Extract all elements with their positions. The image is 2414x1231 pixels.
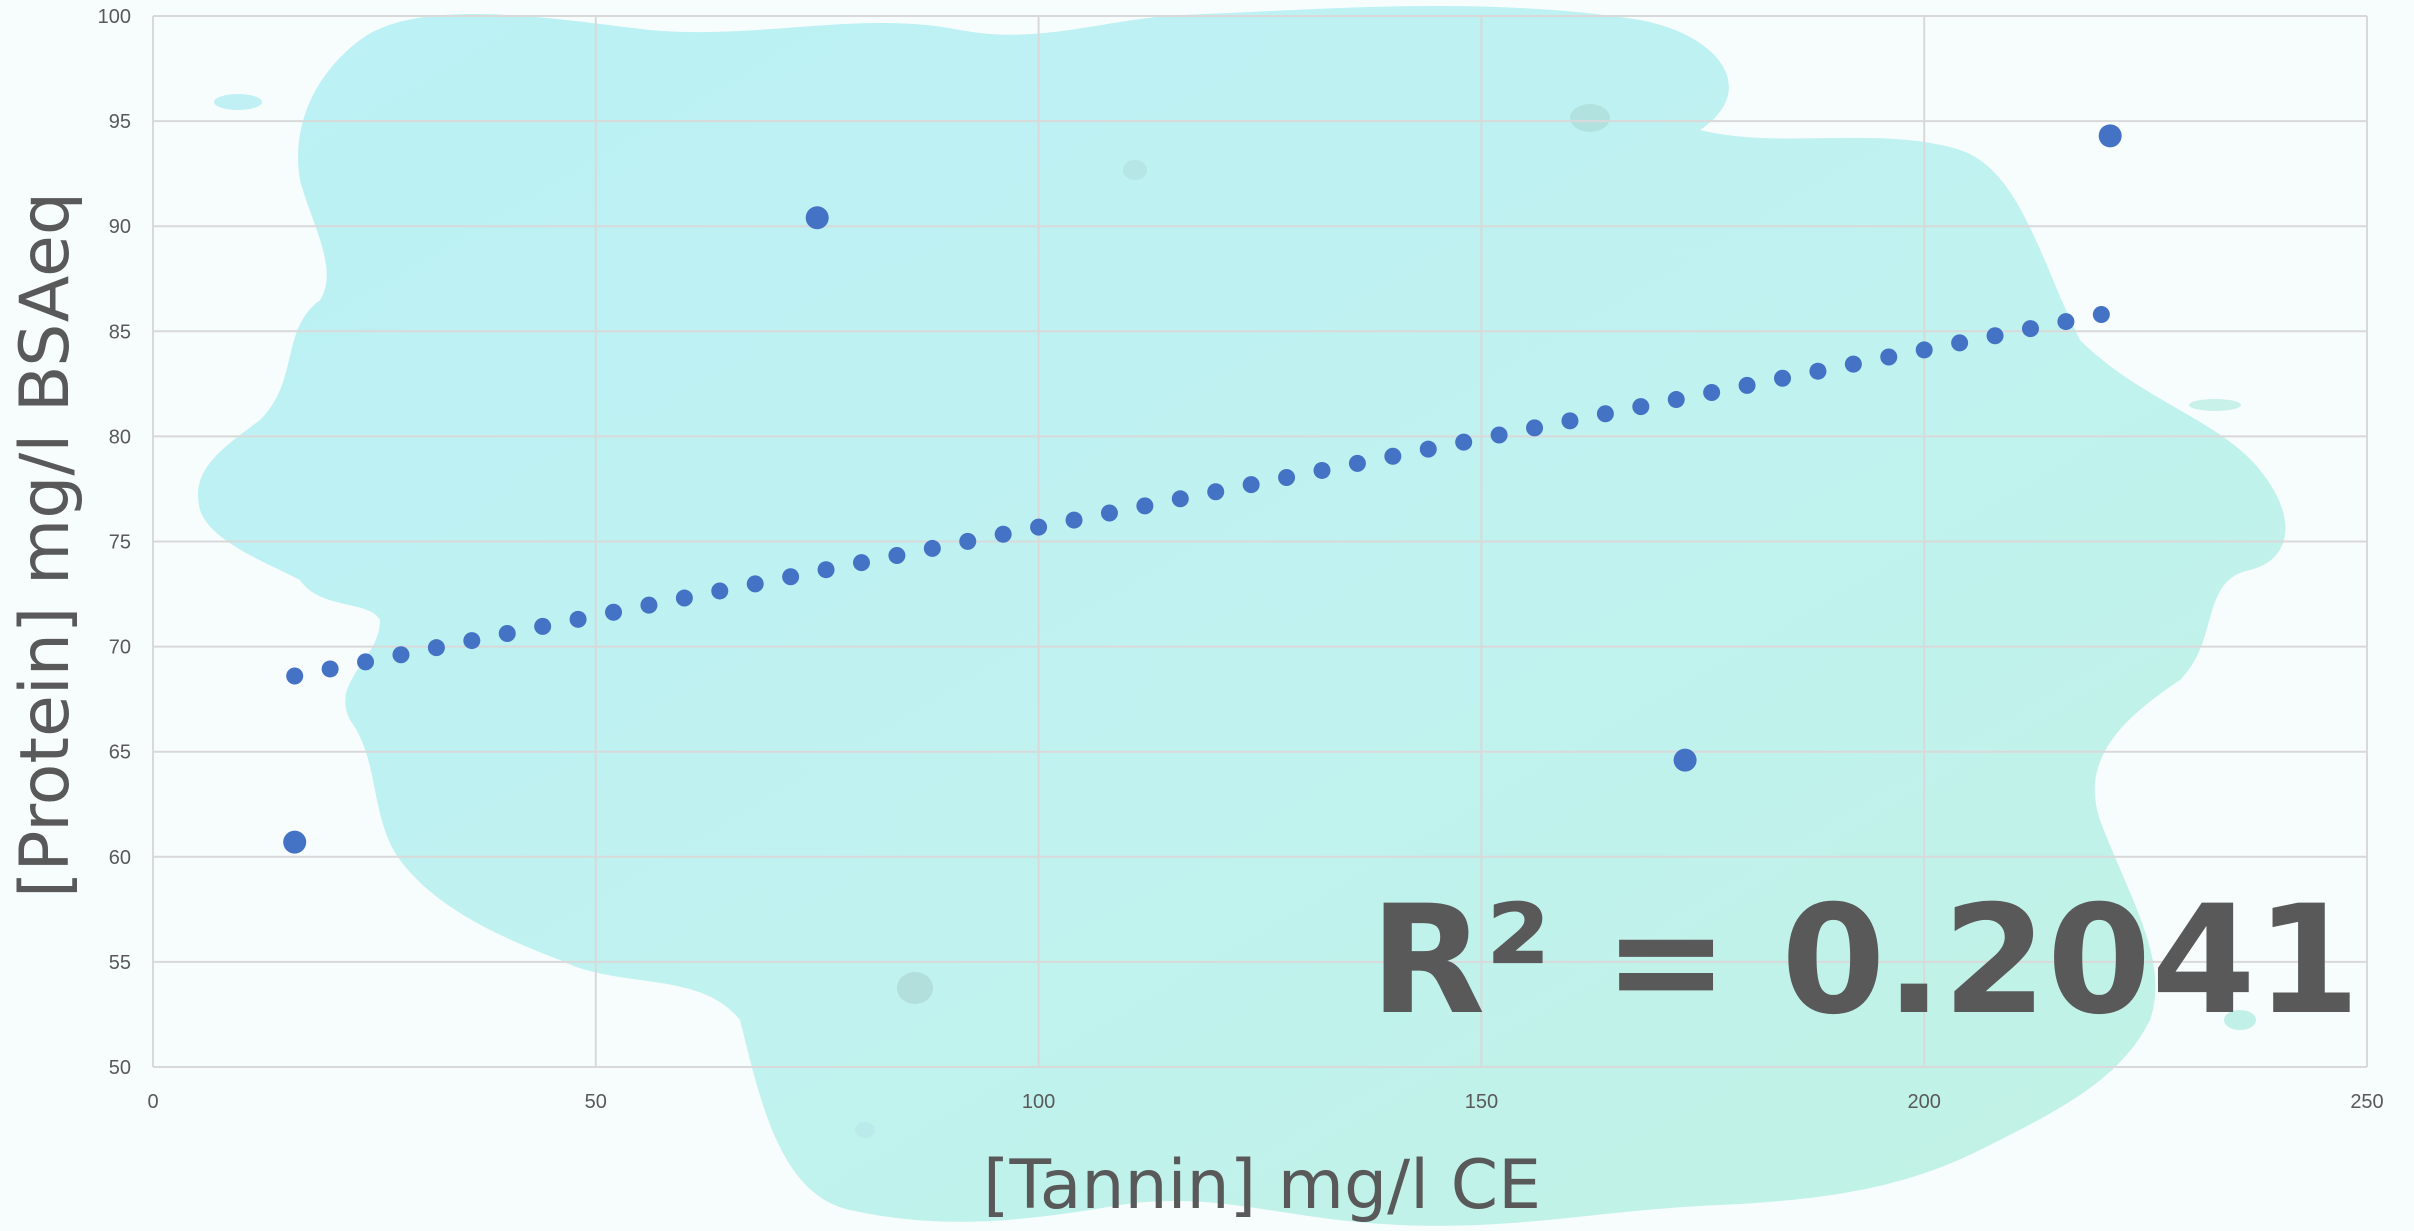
trendline-dot [1384, 447, 1402, 465]
trendline-dot [959, 532, 977, 550]
trendline-dot [1490, 426, 1508, 444]
trendline-dot [392, 646, 410, 664]
trendline-dot [1100, 504, 1118, 522]
x-axis-title: [Tannin] mg/l CE [983, 1146, 1541, 1225]
y-tick-label: 80 [109, 426, 131, 448]
y-tick-label: 50 [109, 1057, 131, 1079]
trendline-dot [1348, 454, 1366, 472]
x-tick-label: 200 [1908, 1091, 1941, 1113]
trendline-dot [1915, 341, 1933, 359]
trendline-dot [1313, 461, 1331, 479]
x-tick-label: 150 [1465, 1091, 1498, 1113]
trendline-dot [1171, 490, 1189, 508]
trendline-dot [1951, 334, 1969, 352]
trendline-dot [1774, 369, 1792, 387]
trendline-dot [1561, 412, 1579, 430]
y-tick-label: 100 [98, 6, 131, 28]
trendline-dot [1278, 469, 1296, 487]
data-point [805, 206, 829, 230]
trendline-dot [675, 589, 693, 607]
trendline-dot [1986, 327, 2004, 345]
trendline-dot [1136, 497, 1154, 515]
trendline-dot [817, 561, 835, 579]
r-squared-annotation: R² = 0.2041 [1370, 874, 2360, 1048]
trendline-dot [711, 582, 729, 600]
trendline-dot [357, 653, 375, 671]
trendline-dot [427, 639, 445, 657]
trendline-dot [1844, 355, 1862, 373]
trendline-dot [746, 575, 764, 593]
y-axis-ticks: 50 55 60 65 70 75 80 85 90 95 100 [98, 6, 131, 1079]
y-tick-label: 85 [109, 321, 131, 343]
trendline-dot [888, 547, 906, 565]
trendline-dot [286, 667, 304, 685]
trendline-dot [2092, 305, 2110, 323]
trendline-dot [1455, 433, 1473, 451]
trendline-dot [1242, 476, 1260, 494]
trendline-dot [1703, 383, 1721, 401]
data-point [283, 830, 307, 854]
data-points [283, 124, 2122, 854]
trendline-dot [640, 596, 658, 614]
y-tick-label: 70 [109, 637, 131, 659]
trendline-dot [1419, 440, 1437, 458]
y-tick-label: 95 [109, 111, 131, 133]
trendline-dot [2021, 320, 2039, 338]
trendline-dot [1030, 518, 1048, 536]
trendline-dot [1880, 348, 1898, 366]
trendline-dot [463, 632, 481, 650]
y-tick-label: 75 [109, 532, 131, 554]
trendline-dot [994, 525, 1012, 543]
trendline-dot [1207, 483, 1225, 501]
trendline-dot [923, 539, 941, 557]
x-tick-label: 250 [2350, 1091, 2383, 1113]
trendline-dot [2057, 313, 2075, 331]
x-tick-label: 50 [585, 1091, 607, 1113]
x-axis-ticks: 0 50 100 150 200 250 [147, 1091, 2383, 1113]
trendline [286, 305, 2110, 685]
trendline-dot [1065, 511, 1083, 529]
trendline-dot [782, 568, 800, 586]
x-tick-label: 0 [147, 1091, 158, 1113]
gridlines [152, 15, 2368, 1068]
y-axis-title: [Protein] mg/l BSAeq [6, 192, 85, 898]
data-point [1673, 748, 1697, 772]
trendline-dot [534, 617, 552, 635]
trendline-dot [569, 610, 587, 628]
y-tick-label: 60 [109, 847, 131, 869]
x-tick-label: 100 [1022, 1091, 1055, 1113]
trendline-dot [1738, 376, 1756, 394]
trendline-dot [605, 603, 623, 621]
trendline-dot [1526, 419, 1544, 437]
trendline-dot [1809, 362, 1827, 380]
trendline-dot [1667, 391, 1685, 409]
trendline-dot [321, 660, 339, 678]
trendline-dot [498, 624, 516, 642]
y-tick-label: 90 [109, 216, 131, 238]
trendline-dot [1596, 405, 1614, 423]
data-point [2098, 124, 2122, 148]
trendline-dot [1632, 398, 1650, 416]
background-splash [198, 5, 2286, 1226]
trendline-dot [852, 554, 870, 572]
y-tick-label: 65 [109, 742, 131, 764]
y-tick-label: 55 [109, 952, 131, 974]
